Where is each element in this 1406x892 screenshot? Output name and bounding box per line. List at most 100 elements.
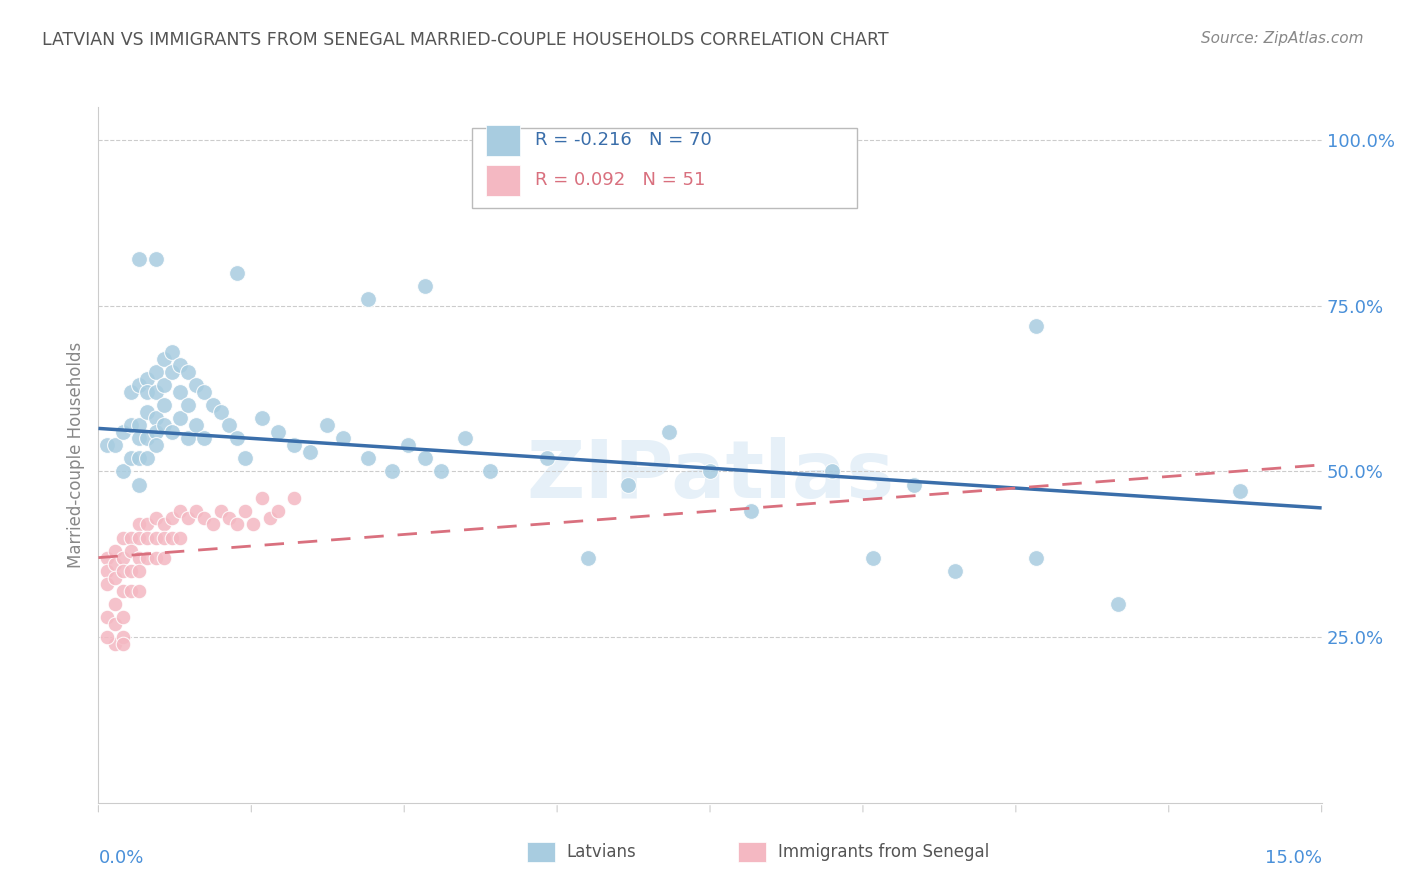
FancyBboxPatch shape xyxy=(471,128,856,208)
Point xyxy=(128,477,150,491)
Point xyxy=(152,418,174,433)
Point xyxy=(209,504,232,518)
Point xyxy=(233,504,256,518)
Point xyxy=(96,630,118,644)
Point xyxy=(430,465,453,479)
Point xyxy=(120,544,142,558)
Point xyxy=(862,550,884,565)
Point xyxy=(128,252,150,267)
Point xyxy=(152,531,174,545)
Point xyxy=(943,564,966,578)
Text: 0.0%: 0.0% xyxy=(98,849,143,867)
Point xyxy=(1107,597,1129,611)
Point xyxy=(120,583,142,598)
Point xyxy=(283,491,305,505)
Point xyxy=(413,451,436,466)
Text: Immigrants from Senegal: Immigrants from Senegal xyxy=(778,843,988,861)
Point xyxy=(136,517,159,532)
Point xyxy=(111,531,134,545)
Point xyxy=(218,511,240,525)
Point xyxy=(152,398,174,412)
Point xyxy=(128,550,150,565)
Point xyxy=(1025,318,1047,333)
Point xyxy=(120,384,142,399)
Text: 15.0%: 15.0% xyxy=(1264,849,1322,867)
Point xyxy=(96,550,118,565)
Point xyxy=(128,451,150,466)
Point xyxy=(226,517,249,532)
Text: Source: ZipAtlas.com: Source: ZipAtlas.com xyxy=(1201,31,1364,46)
Point xyxy=(169,504,191,518)
Point xyxy=(160,365,183,379)
Point xyxy=(226,266,249,280)
Point xyxy=(111,425,134,439)
Point xyxy=(186,418,208,433)
Point xyxy=(186,378,208,392)
Point xyxy=(111,550,134,565)
Point xyxy=(120,451,142,466)
Point xyxy=(177,511,200,525)
Point xyxy=(193,384,215,399)
Point xyxy=(267,504,290,518)
Point xyxy=(821,465,844,479)
Point xyxy=(120,418,142,433)
Point xyxy=(315,418,337,433)
Point xyxy=(96,610,118,624)
Text: Latvians: Latvians xyxy=(567,843,637,861)
Point xyxy=(104,616,127,631)
Point xyxy=(242,517,264,532)
Point xyxy=(136,431,159,445)
Point xyxy=(111,637,134,651)
Point xyxy=(267,425,290,439)
Point xyxy=(145,252,167,267)
Point xyxy=(128,564,150,578)
Text: R = -0.216   N = 70: R = -0.216 N = 70 xyxy=(536,131,711,149)
Point xyxy=(160,511,183,525)
Point xyxy=(136,550,159,565)
Point xyxy=(177,431,200,445)
Point xyxy=(250,411,273,425)
Point xyxy=(104,570,127,584)
Point xyxy=(111,465,134,479)
Point xyxy=(193,431,215,445)
Point xyxy=(226,431,249,445)
Point xyxy=(104,558,127,572)
Point xyxy=(145,365,167,379)
Point xyxy=(169,384,191,399)
Point xyxy=(136,405,159,419)
Point xyxy=(145,438,167,452)
Point xyxy=(136,451,159,466)
Point xyxy=(128,583,150,598)
Point xyxy=(120,564,142,578)
Point xyxy=(104,637,127,651)
Point xyxy=(218,418,240,433)
Point xyxy=(356,292,378,306)
Point xyxy=(1025,550,1047,565)
Point xyxy=(177,398,200,412)
Point xyxy=(283,438,305,452)
Point xyxy=(128,431,150,445)
Point xyxy=(152,550,174,565)
Point xyxy=(396,438,419,452)
Point xyxy=(332,431,354,445)
Point xyxy=(160,345,183,359)
Point xyxy=(152,517,174,532)
Point xyxy=(160,531,183,545)
FancyBboxPatch shape xyxy=(486,165,520,196)
Point xyxy=(617,477,640,491)
Point xyxy=(128,418,150,433)
Point xyxy=(233,451,256,466)
Point xyxy=(201,517,224,532)
Point xyxy=(201,398,224,412)
Point xyxy=(136,372,159,386)
Text: R = 0.092   N = 51: R = 0.092 N = 51 xyxy=(536,171,706,189)
FancyBboxPatch shape xyxy=(486,125,520,156)
Point xyxy=(111,583,134,598)
Point xyxy=(250,491,273,505)
Point xyxy=(478,465,501,479)
Point xyxy=(903,477,925,491)
Point xyxy=(169,531,191,545)
Y-axis label: Married-couple Households: Married-couple Households xyxy=(66,342,84,568)
Point xyxy=(104,597,127,611)
Point xyxy=(209,405,232,419)
